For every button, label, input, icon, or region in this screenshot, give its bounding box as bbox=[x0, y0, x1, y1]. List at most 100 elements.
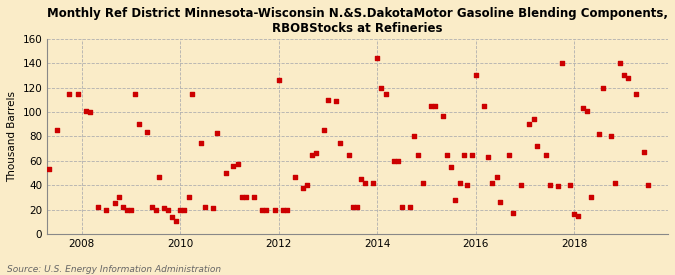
Point bbox=[35, 128, 46, 133]
Point bbox=[257, 207, 268, 212]
Point bbox=[442, 153, 453, 157]
Point bbox=[167, 215, 178, 219]
Point bbox=[425, 104, 436, 108]
Point bbox=[171, 218, 182, 223]
Point bbox=[622, 76, 633, 80]
Point bbox=[516, 183, 526, 187]
Point bbox=[248, 195, 259, 200]
Point bbox=[199, 205, 210, 209]
Point bbox=[524, 122, 535, 127]
Point bbox=[179, 207, 190, 212]
Point bbox=[298, 185, 308, 190]
Point bbox=[212, 131, 223, 135]
Point bbox=[344, 153, 354, 157]
Point bbox=[319, 128, 329, 133]
Point bbox=[240, 195, 251, 200]
Point bbox=[302, 183, 313, 187]
Point bbox=[277, 207, 288, 212]
Point bbox=[269, 207, 280, 212]
Point bbox=[643, 183, 654, 187]
Point bbox=[417, 181, 428, 185]
Point bbox=[405, 205, 416, 209]
Point bbox=[479, 104, 489, 108]
Point bbox=[491, 174, 502, 179]
Point bbox=[409, 134, 420, 139]
Point bbox=[557, 61, 568, 65]
Point bbox=[51, 128, 62, 133]
Point bbox=[541, 153, 551, 157]
Point bbox=[577, 106, 588, 111]
Point bbox=[101, 207, 111, 212]
Point bbox=[610, 181, 621, 185]
Point bbox=[109, 201, 120, 206]
Point bbox=[236, 195, 247, 200]
Point bbox=[130, 92, 140, 96]
Point bbox=[396, 205, 407, 209]
Point bbox=[163, 207, 173, 212]
Point bbox=[487, 181, 497, 185]
Point bbox=[393, 159, 404, 163]
Point bbox=[306, 153, 317, 157]
Point bbox=[376, 86, 387, 90]
Point bbox=[159, 206, 169, 211]
Point bbox=[360, 181, 371, 185]
Point bbox=[553, 184, 564, 189]
Title: Monthly Ref District Minnesota-Wisconsin N.&S.DakotaMotor Gasoline Blending Comp: Monthly Ref District Minnesota-Wisconsin… bbox=[47, 7, 668, 35]
Point bbox=[208, 206, 219, 211]
Point bbox=[175, 207, 186, 212]
Point bbox=[281, 207, 292, 212]
Point bbox=[196, 140, 207, 145]
Point bbox=[150, 207, 161, 212]
Point bbox=[454, 181, 465, 185]
Point bbox=[261, 207, 272, 212]
Point bbox=[273, 78, 284, 82]
Point bbox=[565, 183, 576, 187]
Point bbox=[569, 212, 580, 217]
Point bbox=[142, 129, 153, 134]
Point bbox=[380, 92, 391, 96]
Point bbox=[630, 92, 641, 96]
Point bbox=[446, 165, 456, 169]
Point bbox=[593, 132, 604, 136]
Point bbox=[483, 155, 493, 159]
Point bbox=[372, 56, 383, 60]
Point bbox=[614, 61, 625, 65]
Point bbox=[228, 163, 239, 168]
Point bbox=[351, 205, 362, 209]
Text: Source: U.S. Energy Information Administration: Source: U.S. Energy Information Administ… bbox=[7, 265, 221, 274]
Y-axis label: Thousand Barrels: Thousand Barrels bbox=[7, 91, 17, 182]
Point bbox=[429, 104, 440, 108]
Point bbox=[146, 205, 157, 209]
Point bbox=[232, 162, 243, 167]
Point bbox=[113, 195, 124, 200]
Point bbox=[368, 181, 379, 185]
Point bbox=[335, 140, 346, 145]
Point bbox=[581, 109, 592, 113]
Point bbox=[388, 159, 399, 163]
Point bbox=[64, 92, 75, 96]
Point bbox=[544, 183, 555, 187]
Point bbox=[413, 153, 424, 157]
Point bbox=[597, 86, 608, 90]
Point bbox=[532, 144, 543, 148]
Point bbox=[573, 213, 584, 218]
Point bbox=[183, 195, 194, 200]
Point bbox=[528, 117, 539, 122]
Point bbox=[323, 98, 333, 102]
Point bbox=[72, 92, 83, 96]
Point bbox=[80, 109, 91, 113]
Point bbox=[43, 167, 54, 172]
Point bbox=[84, 110, 95, 114]
Point bbox=[92, 205, 103, 209]
Point bbox=[466, 153, 477, 157]
Point bbox=[462, 183, 473, 187]
Point bbox=[470, 73, 481, 78]
Point bbox=[639, 150, 650, 155]
Point bbox=[310, 151, 321, 156]
Point bbox=[220, 171, 231, 175]
Point bbox=[356, 177, 367, 181]
Point bbox=[508, 211, 518, 215]
Point bbox=[290, 174, 300, 179]
Point bbox=[134, 122, 144, 127]
Point bbox=[585, 195, 596, 200]
